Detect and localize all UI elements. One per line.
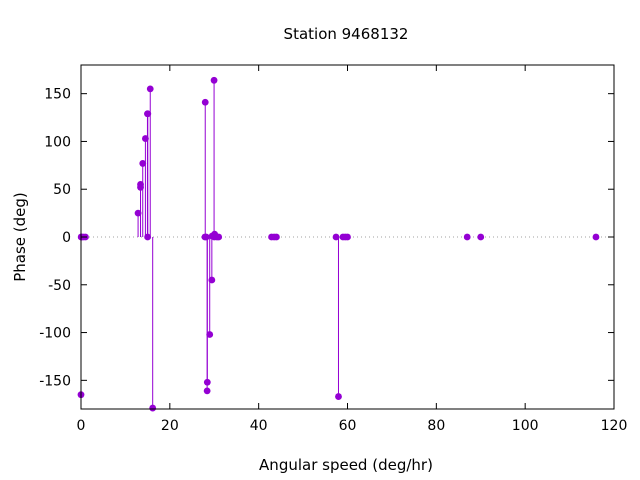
data-point — [208, 276, 216, 284]
x-axis-label: Angular speed (deg/hr) — [259, 456, 433, 474]
y-axis: -150 -100 -50 0 50 100 150 — [39, 87, 614, 389]
x-tick-label: 60 — [339, 418, 357, 434]
data-point — [335, 393, 342, 400]
data-point — [203, 378, 211, 386]
data-point — [332, 233, 340, 241]
y-tick-label: 150 — [44, 87, 71, 103]
data-point — [139, 160, 147, 167]
data-point — [477, 233, 485, 241]
y-tick-label: 50 — [53, 182, 71, 198]
y-tick-label: -100 — [39, 326, 71, 342]
data-point — [215, 233, 223, 241]
data-point — [592, 233, 600, 241]
data-point — [202, 233, 210, 241]
data-point — [206, 331, 214, 338]
data-point — [146, 85, 154, 93]
x-tick-label: 80 — [427, 418, 445, 434]
data-point — [203, 387, 211, 395]
data-point — [144, 110, 152, 118]
y-tick-label: 100 — [44, 134, 71, 150]
x-tick-label: 0 — [77, 418, 86, 434]
data-point — [134, 209, 142, 217]
x-axis: 0 20 40 60 80 100 120 — [77, 65, 628, 434]
x-tick-label: 100 — [512, 418, 539, 434]
x-tick-label: 20 — [161, 418, 179, 434]
data-point — [142, 135, 149, 142]
data-point — [144, 233, 152, 241]
x-tick-label: 40 — [250, 418, 268, 434]
chart-title: Station 9468132 — [284, 25, 409, 43]
y-axis-label: Phase (deg) — [11, 192, 29, 282]
data-point — [201, 98, 209, 106]
data-point — [344, 233, 351, 241]
x-tick-label: 120 — [601, 418, 628, 434]
y-tick-label: -50 — [48, 278, 71, 294]
data-point — [137, 181, 144, 188]
y-tick-label: -150 — [39, 373, 71, 389]
y-tick-label: 0 — [62, 230, 71, 246]
data-point — [149, 404, 157, 412]
data-point — [273, 233, 280, 241]
impulse-group — [80, 80, 339, 409]
point-group — [77, 76, 600, 412]
data-point — [210, 76, 218, 84]
data-point — [463, 233, 471, 241]
